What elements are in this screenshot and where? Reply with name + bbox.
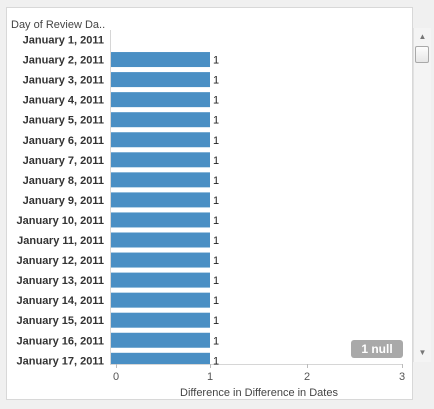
value-label: 1	[213, 255, 219, 267]
bar[interactable]	[111, 232, 210, 248]
bar[interactable]	[111, 312, 210, 328]
category-label[interactable]: January 4, 2011	[23, 95, 104, 107]
category-label[interactable]: January 16, 2011	[17, 335, 104, 347]
value-label: 1	[213, 115, 219, 127]
category-label[interactable]: January 9, 2011	[23, 195, 104, 207]
value-label: 1	[213, 335, 219, 347]
x-tick-label: 1	[207, 371, 213, 383]
value-label: 1	[213, 135, 219, 147]
category-label[interactable]: January 12, 2011	[17, 255, 104, 267]
value-label: 1	[213, 295, 219, 307]
value-label: 1	[213, 215, 219, 227]
scroll-down-arrow-icon[interactable]: ▼	[418, 348, 427, 357]
x-axis-title: Difference in Difference in Dates	[180, 387, 338, 399]
value-label: 1	[213, 55, 219, 67]
category-label[interactable]: January 10, 2011	[17, 215, 104, 227]
x-tick-label: 2	[304, 371, 310, 383]
value-label: 1	[213, 235, 219, 247]
value-label: 1	[213, 95, 219, 107]
vertical-scrollbar[interactable]: ▲ ▼	[413, 28, 431, 362]
value-label: 1	[213, 355, 219, 367]
category-label[interactable]: January 14, 2011	[17, 295, 104, 307]
x-tick-label: 0	[113, 371, 119, 383]
bar[interactable]	[111, 332, 210, 348]
category-label[interactable]: January 3, 2011	[23, 75, 104, 87]
bar[interactable]	[111, 292, 210, 308]
category-label[interactable]: January 5, 2011	[23, 115, 104, 127]
bar[interactable]	[111, 192, 210, 208]
value-label: 1	[213, 275, 219, 287]
value-label: 1	[213, 155, 219, 167]
category-label[interactable]: January 15, 2011	[17, 315, 104, 327]
bar[interactable]	[111, 132, 210, 148]
bar[interactable]	[111, 252, 210, 268]
category-label[interactable]: January 7, 2011	[23, 155, 104, 167]
bar[interactable]	[111, 152, 210, 168]
category-label[interactable]: January 11, 2011	[17, 235, 104, 247]
bar[interactable]	[111, 172, 210, 188]
category-label[interactable]: January 8, 2011	[23, 175, 104, 187]
value-label: 1	[213, 195, 219, 207]
bar[interactable]	[111, 272, 210, 288]
value-label: 1	[213, 175, 219, 187]
bar[interactable]	[111, 112, 210, 128]
bar[interactable]	[111, 92, 210, 108]
bar[interactable]	[111, 72, 210, 88]
bar[interactable]	[111, 212, 210, 228]
scroll-up-arrow-icon[interactable]: ▲	[418, 32, 427, 41]
category-label[interactable]: January 13, 2011	[17, 275, 104, 287]
null-indicator-badge[interactable]: 1 null	[351, 340, 403, 358]
scroll-thumb[interactable]	[415, 46, 429, 63]
value-label: 1	[213, 315, 219, 327]
row-field-header[interactable]: Day of Review Da..	[11, 19, 105, 31]
category-label[interactable]: January 6, 2011	[23, 135, 104, 147]
x-tick-label: 3	[399, 371, 405, 383]
bar[interactable]	[111, 52, 210, 68]
category-label[interactable]: January 2, 2011	[23, 55, 104, 67]
value-label: 1	[213, 75, 219, 87]
category-label[interactable]: January 17, 2011	[17, 355, 104, 367]
category-label[interactable]: January 1, 2011	[23, 35, 104, 47]
bar[interactable]	[111, 352, 210, 364]
